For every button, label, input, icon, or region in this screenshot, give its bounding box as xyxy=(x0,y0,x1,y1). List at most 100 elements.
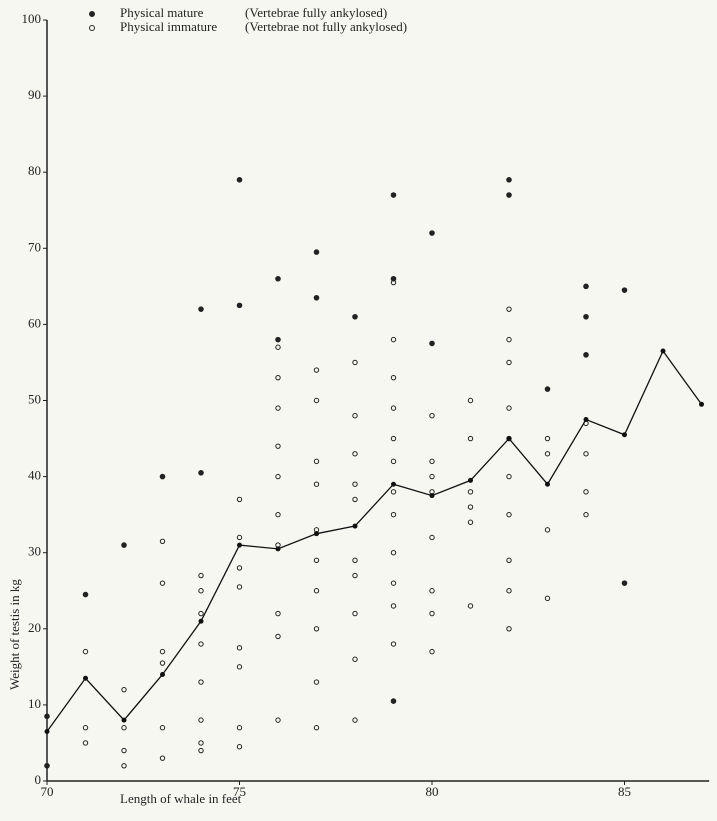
data-point xyxy=(390,603,397,609)
data-point xyxy=(506,192,512,198)
data-point xyxy=(352,656,358,662)
data-point xyxy=(506,336,512,343)
mean-point xyxy=(468,477,473,483)
data-point xyxy=(275,374,281,381)
data-point xyxy=(159,580,166,586)
data-point xyxy=(467,397,474,404)
data-point xyxy=(313,458,320,465)
data-point xyxy=(429,473,435,480)
data-point xyxy=(506,557,512,564)
data-point xyxy=(313,367,320,373)
legend-label: Physical mature xyxy=(120,5,204,20)
data-point xyxy=(44,762,50,769)
y-tick-label: 30 xyxy=(28,544,41,559)
data-point xyxy=(313,294,320,301)
data-point xyxy=(429,588,435,594)
data-point xyxy=(236,744,243,750)
data-point xyxy=(275,610,281,617)
data-point xyxy=(275,717,281,723)
data-point xyxy=(429,413,435,419)
data-point xyxy=(121,763,127,769)
data-point xyxy=(236,584,243,590)
data-point xyxy=(544,595,551,602)
data-point xyxy=(352,313,358,320)
data-point xyxy=(198,610,204,617)
data-point xyxy=(390,511,397,518)
data-point xyxy=(313,679,320,685)
y-tick-label: 10 xyxy=(28,696,41,711)
data-point xyxy=(82,591,89,598)
data-point xyxy=(506,306,512,312)
mean-line xyxy=(46,349,703,732)
data-point xyxy=(390,550,397,556)
data-point xyxy=(390,405,397,411)
data-point xyxy=(390,279,397,286)
y-tick-label: 20 xyxy=(28,620,41,635)
y-tick-label: 40 xyxy=(28,468,41,483)
data-point xyxy=(121,542,127,548)
data-point xyxy=(544,451,551,457)
data-point xyxy=(313,557,320,564)
data-point xyxy=(544,386,551,392)
data-point xyxy=(544,435,551,442)
data-point xyxy=(506,473,512,480)
data-point xyxy=(583,451,589,457)
data-point xyxy=(82,740,89,746)
data-point xyxy=(198,306,204,312)
data-point xyxy=(506,511,512,518)
data-point xyxy=(583,283,589,290)
data-point xyxy=(198,747,204,754)
data-point xyxy=(506,588,512,594)
data-point xyxy=(583,489,589,495)
data-point xyxy=(352,481,358,487)
data-point xyxy=(352,413,358,419)
data-point xyxy=(236,664,243,670)
data-point xyxy=(352,359,358,366)
mean-point xyxy=(545,481,550,487)
data-point xyxy=(390,192,397,198)
legend-marker xyxy=(89,25,95,31)
data-point xyxy=(390,698,397,704)
data-point xyxy=(390,489,397,495)
data-point xyxy=(198,572,204,579)
data-point xyxy=(236,565,243,571)
data-point xyxy=(352,557,358,564)
data-point xyxy=(313,725,320,731)
mean-point xyxy=(352,523,358,529)
mean-point xyxy=(583,417,589,423)
mean-point xyxy=(198,618,204,624)
data-point xyxy=(390,336,397,343)
data-point xyxy=(429,458,435,465)
data-point xyxy=(198,469,204,476)
data-point xyxy=(159,538,166,544)
mean-point xyxy=(314,531,319,537)
data-point xyxy=(159,473,166,480)
data-point xyxy=(275,344,281,350)
mean-point xyxy=(699,401,704,407)
data-point xyxy=(313,481,320,487)
legend-description: (Vertebrae fully ankylosed) xyxy=(245,5,387,20)
mean-point xyxy=(160,671,165,677)
mean-point xyxy=(237,542,242,548)
data-point xyxy=(390,580,397,586)
mean-point xyxy=(391,481,396,487)
data-point xyxy=(121,725,127,731)
mean-point xyxy=(83,675,88,681)
x-tick-label: 85 xyxy=(618,784,631,799)
x-tick-label: 75 xyxy=(233,784,246,799)
data-point xyxy=(313,588,320,594)
data-point xyxy=(82,648,89,655)
y-tick-label: 80 xyxy=(28,163,41,178)
data-point xyxy=(583,313,589,320)
data-point xyxy=(159,648,166,655)
data-point xyxy=(236,725,243,731)
data-point xyxy=(506,405,512,411)
data-point xyxy=(352,451,358,457)
data-point xyxy=(467,489,474,495)
data-point xyxy=(621,287,628,293)
data-point xyxy=(198,588,204,594)
data-point xyxy=(198,717,204,723)
mean-point xyxy=(121,717,127,723)
data-point xyxy=(236,496,243,503)
